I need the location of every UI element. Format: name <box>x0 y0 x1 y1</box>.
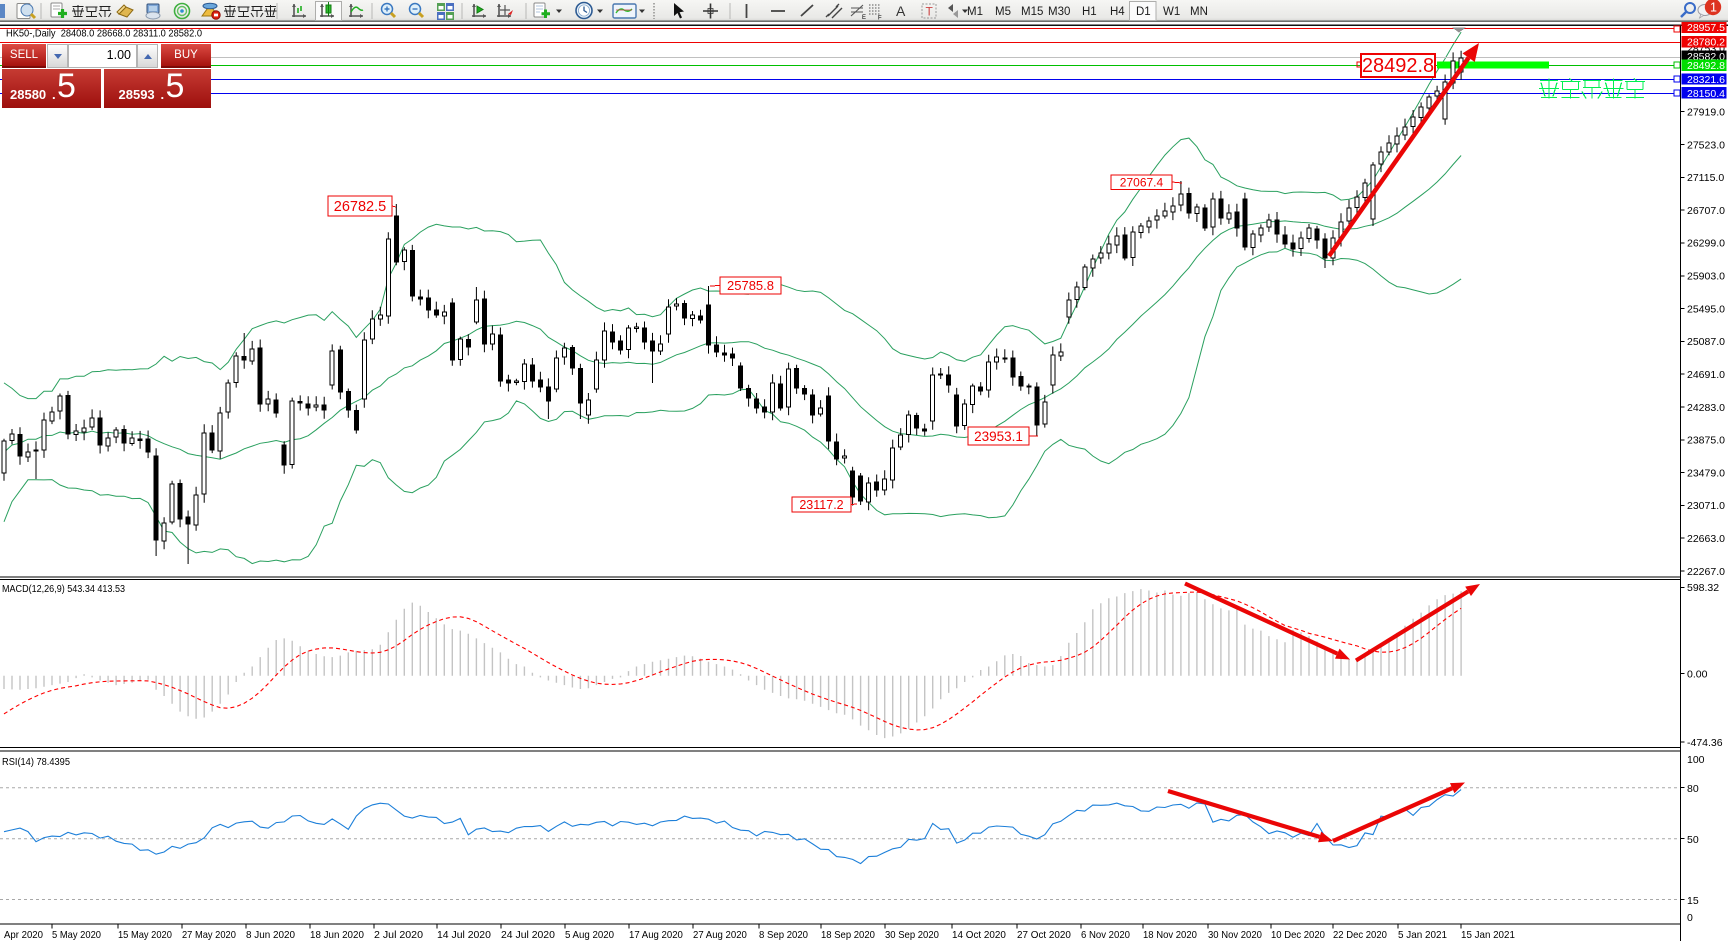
svg-text:H4: H4 <box>1110 6 1125 18</box>
svg-text:25785.8: 25785.8 <box>727 278 774 293</box>
svg-text:26299.0: 26299.0 <box>1687 238 1725 250</box>
svg-text:0: 0 <box>1687 912 1693 924</box>
svg-text:15 May 2020: 15 May 2020 <box>118 929 172 941</box>
svg-text:100: 100 <box>1687 754 1705 766</box>
svg-text:H1: H1 <box>1082 6 1097 18</box>
svg-text:28492.8: 28492.8 <box>1362 55 1434 77</box>
svg-text:27523.0: 27523.0 <box>1687 139 1725 151</box>
svg-text:MN: MN <box>1190 6 1208 18</box>
svg-text:6 Nov 2020: 6 Nov 2020 <box>1081 929 1130 941</box>
svg-text:30 Sep 2020: 30 Sep 2020 <box>885 929 939 941</box>
svg-text:23953.1: 23953.1 <box>974 429 1023 444</box>
svg-text:22267.0: 22267.0 <box>1687 566 1725 578</box>
svg-text:RSI(14) 78.4395: RSI(14) 78.4395 <box>2 757 70 768</box>
svg-text:17 Aug 2020: 17 Aug 2020 <box>629 929 683 941</box>
svg-text:25903.0: 25903.0 <box>1687 271 1725 283</box>
svg-text:27 Oct 2020: 27 Oct 2020 <box>1017 929 1071 941</box>
svg-text:Apr 2020: Apr 2020 <box>4 929 43 941</box>
svg-text:A: A <box>896 3 906 19</box>
svg-text:E: E <box>862 15 866 21</box>
svg-text:MACD(12,26,9) 543.34 413.53: MACD(12,26,9) 543.34 413.53 <box>2 584 125 595</box>
svg-text:50: 50 <box>1687 834 1699 846</box>
svg-text:28957.5: 28957.5 <box>1687 22 1725 34</box>
svg-text:1: 1 <box>1710 1 1717 15</box>
svg-text:24283.0: 24283.0 <box>1687 402 1725 414</box>
svg-text:598.32: 598.32 <box>1687 582 1719 594</box>
svg-text:M15: M15 <box>1021 6 1043 18</box>
svg-text:28321.6: 28321.6 <box>1687 74 1725 86</box>
svg-text:23117.2: 23117.2 <box>799 498 843 512</box>
svg-text:18 Sep 2020: 18 Sep 2020 <box>821 929 875 941</box>
svg-text:28150.4: 28150.4 <box>1687 88 1725 100</box>
svg-text:24 Jul 2020: 24 Jul 2020 <box>501 929 555 941</box>
svg-text:F: F <box>878 16 882 22</box>
svg-text:10 Dec 2020: 10 Dec 2020 <box>1271 929 1325 941</box>
svg-text:D1: D1 <box>1136 6 1151 18</box>
svg-text:5 Aug 2020: 5 Aug 2020 <box>565 929 614 941</box>
svg-text:14 Oct 2020: 14 Oct 2020 <box>952 929 1006 941</box>
svg-text:5 May 2020: 5 May 2020 <box>52 929 101 941</box>
svg-text:5 Jan 2021: 5 Jan 2021 <box>1398 929 1447 941</box>
svg-text:30 Nov 2020: 30 Nov 2020 <box>1208 929 1262 941</box>
svg-text:0.00: 0.00 <box>1687 669 1708 681</box>
svg-text:23875.0: 23875.0 <box>1687 435 1725 447</box>
svg-text:27 May 2020: 27 May 2020 <box>182 929 236 941</box>
svg-text:M1: M1 <box>967 6 983 18</box>
svg-text:8 Jun 2020: 8 Jun 2020 <box>246 929 295 941</box>
svg-text:HK50-,Daily 28408.0 28668.0 2: HK50-,Daily 28408.0 28668.0 28311.0 2858… <box>6 28 202 40</box>
svg-text:14 Jul 2020: 14 Jul 2020 <box>437 929 491 941</box>
svg-text:26707.0: 26707.0 <box>1687 205 1725 217</box>
svg-text:8 Sep 2020: 8 Sep 2020 <box>759 929 808 941</box>
svg-text:W1: W1 <box>1163 6 1180 18</box>
svg-text:T: T <box>926 5 934 19</box>
svg-text:M30: M30 <box>1048 6 1070 18</box>
svg-text:23479.0: 23479.0 <box>1687 467 1725 479</box>
svg-text:22663.0: 22663.0 <box>1687 533 1725 545</box>
svg-text:27115.0: 27115.0 <box>1687 172 1724 184</box>
svg-text:28780.2: 28780.2 <box>1687 37 1725 49</box>
svg-text:26782.5: 26782.5 <box>334 199 386 215</box>
svg-text:25087.0: 25087.0 <box>1687 336 1725 348</box>
svg-text:25495.0: 25495.0 <box>1687 303 1725 315</box>
svg-text:28492.8: 28492.8 <box>1687 60 1725 72</box>
svg-text:80: 80 <box>1687 783 1699 795</box>
svg-text:M5: M5 <box>995 6 1011 18</box>
svg-text:18 Jun 2020: 18 Jun 2020 <box>310 929 364 941</box>
svg-text:22 Dec 2020: 22 Dec 2020 <box>1333 929 1387 941</box>
svg-text:23071.0: 23071.0 <box>1687 500 1725 512</box>
svg-text:27067.4: 27067.4 <box>1120 176 1164 190</box>
svg-text:15: 15 <box>1687 895 1699 907</box>
svg-text:15 Jan 2021: 15 Jan 2021 <box>1461 929 1515 941</box>
svg-text:27 Aug 2020: 27 Aug 2020 <box>693 929 747 941</box>
svg-text:2 Jul 2020: 2 Jul 2020 <box>374 929 423 941</box>
svg-text:27919.0: 27919.0 <box>1687 107 1725 119</box>
svg-text:24691.0: 24691.0 <box>1687 369 1725 381</box>
svg-text:-474.36: -474.36 <box>1687 737 1723 749</box>
svg-text:18 Nov 2020: 18 Nov 2020 <box>1143 929 1197 941</box>
